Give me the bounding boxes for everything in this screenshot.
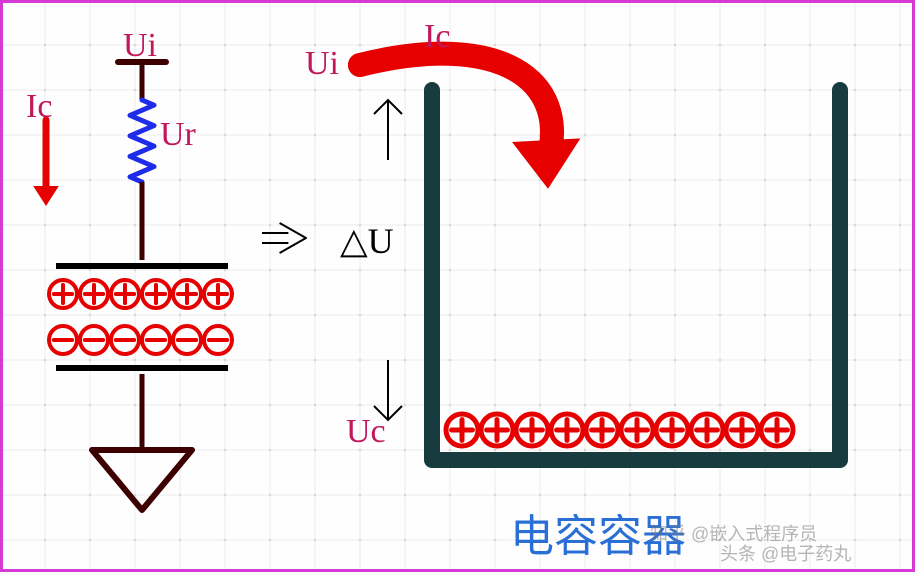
label-ur: Ur xyxy=(160,116,196,154)
label-ic-right: Ic xyxy=(424,18,450,56)
label-ic-left: Ic xyxy=(26,88,52,126)
label-delta-u: △U xyxy=(340,220,394,262)
diagram-svg xyxy=(0,0,915,572)
diagram-canvas: Ui Ic Ur Ui Ic △U Uc 电容容器 知乎 @嵌入式程序员 头条 … xyxy=(0,0,915,572)
label-uc: Uc xyxy=(346,413,386,451)
watermark-2: 头条 @电子药丸 xyxy=(720,540,851,566)
label-ui-right: Ui xyxy=(305,45,339,83)
label-ui-left: Ui xyxy=(123,27,157,65)
